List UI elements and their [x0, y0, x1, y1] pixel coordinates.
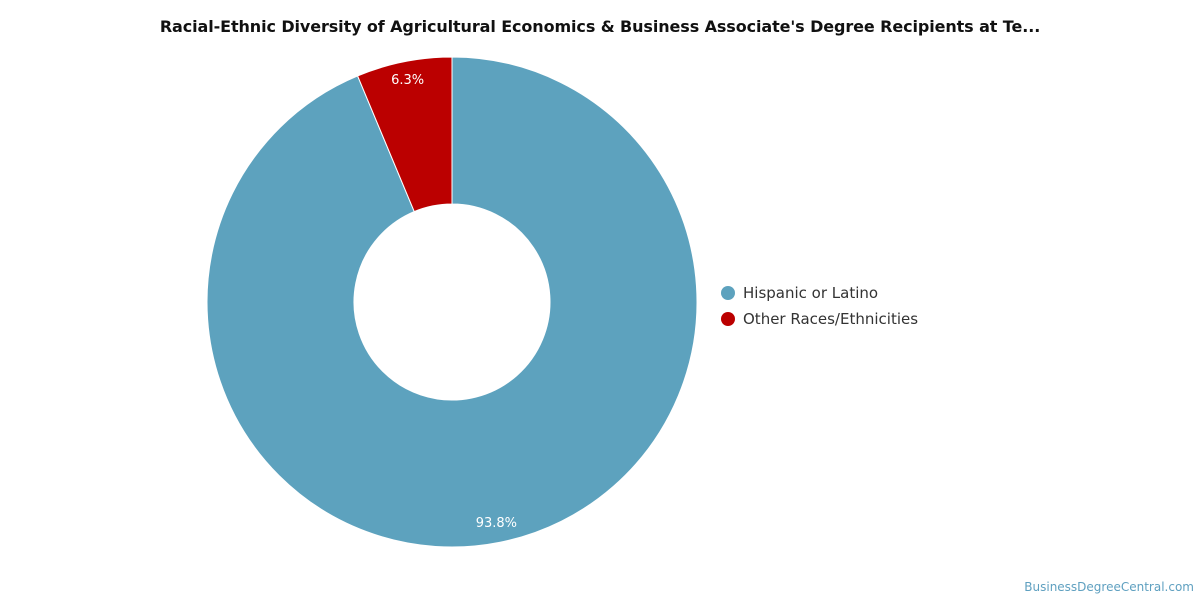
legend-label-other-races-ethnicities: Other Races/Ethnicities	[743, 310, 919, 328]
legend-item-hispanic-or-latino[interactable]: Hispanic or Latino	[721, 280, 918, 306]
pie-slice-other-races-ethnicities[interactable]	[356, 56, 453, 213]
legend-swatch-other-races-ethnicities	[721, 312, 735, 326]
legend-label-hispanic-or-latino: Hispanic or Latino	[743, 284, 879, 302]
slices-group	[206, 56, 698, 548]
slice-labels-group: 93.8% 6.3%	[391, 73, 517, 531]
slice-label-hispanic-or-latino: 93.8%	[476, 516, 517, 531]
pie-slice-hispanic-or-latino[interactable]	[206, 56, 698, 548]
slice-label-other-races-ethnicities: 6.3%	[391, 73, 424, 88]
legend-item-other-races-ethnicities[interactable]: Other Races/Ethnicities	[721, 306, 918, 332]
site-watermark[interactable]: BusinessDegreeCentral.com	[1024, 580, 1194, 594]
legend-swatch-hispanic-or-latino	[721, 286, 735, 300]
chart-title: Racial-Ethnic Diversity of Agricultural …	[159, 17, 1041, 36]
legend: Hispanic or Latino Other Races/Ethniciti…	[721, 280, 918, 332]
